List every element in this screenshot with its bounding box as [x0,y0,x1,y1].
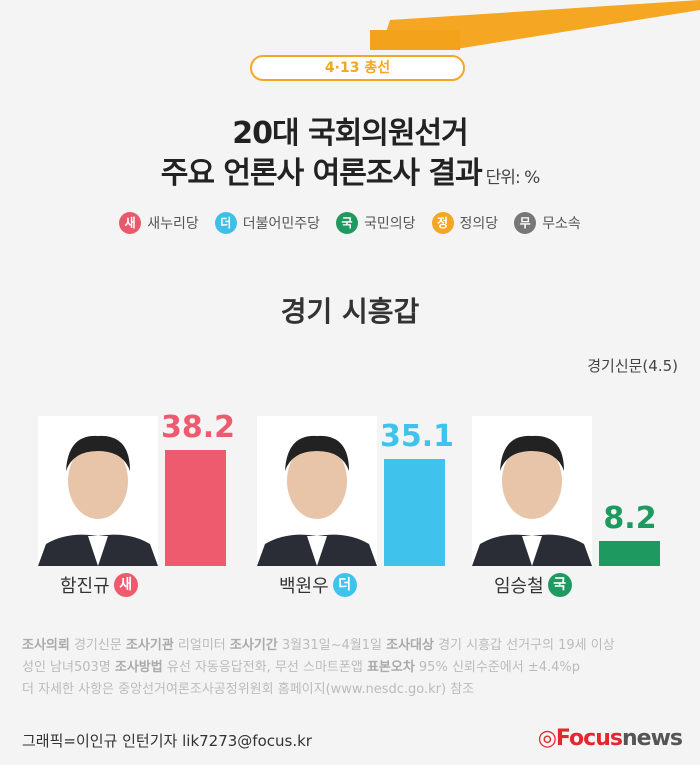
candidate-name: 임승철 국 [494,572,572,598]
title-text: 주요 언론사 여론조사 결과 [160,156,483,191]
notes-line3: 더 자세한 사항은 중앙선거여론조사공정위원회 홈페이지(www.nesdc.g… [22,682,475,697]
note-value: 경기신문 [69,638,126,653]
notes-line2: 성인 남녀503명 조사방법 유선 자동응답전화, 무선 스마트폰앱 표본오차 … [22,657,682,679]
logo-news: news [621,726,683,751]
legend-item: 새 새누리당 [119,212,199,234]
bar [384,459,445,566]
legend-item: 국 국민의당 [336,212,416,234]
graphic-credit: 그래픽=이인규 인턴기자 lik7273@focus.kr [22,732,312,750]
note-key: 조사기관 [125,638,174,653]
ballot-hand-illustration [370,0,700,50]
unit-label: 단위: % [485,168,541,188]
legend-item: 더 더불어민주당 [214,212,320,234]
name-text: 함진규 [60,576,110,597]
note-key: 조사기간 [229,638,278,653]
party-badge-icon: 국 [336,212,358,234]
data-label: 8.2 [603,501,657,537]
data-label: 35.1 [380,419,455,455]
note-value: 리얼미터 [173,638,230,653]
survey-notes: 조사의뢰 경기신문 조사기관 리얼미터 조사기간 3월31일~4월1일 조사대상… [22,635,682,701]
candidate-photo [257,416,377,566]
region-title: 경기 시흥갑 [280,295,420,328]
legend-label: 더불어민주당 [242,216,320,232]
legend: 새 새누리당 더 더불어민주당 국 국민의당 정 정의당 무 무소속 [0,212,700,234]
note-key: 조사방법 [114,660,163,675]
logo-focus: Focus [555,726,623,751]
note-value: 3월31일~4월1일 [277,638,387,653]
name-text: 백원우 [279,576,329,597]
legend-label: 국민의당 [364,216,416,232]
party-badge-icon: 정 [431,212,454,234]
party-badge-icon: 새 [113,573,138,597]
title-line2: 주요 언론사 여론조사 결과 단위: % [0,148,700,192]
note-value: 유선 자동응답전화, 무선 스마트폰앱 [162,660,367,675]
party-badge-icon: 더 [214,212,237,234]
note-value: 경기 시흥갑 선거구의 19세 이상 [433,638,615,653]
candidate-name: 함진규 새 [60,572,138,598]
legend-item: 정 정의당 [431,212,499,234]
name-text: 임승철 [494,576,544,597]
party-badge-icon: 무 [514,212,537,234]
notes-line1: 조사의뢰 경기신문 조사기관 리얼미터 조사기간 3월31일~4월1일 조사대상… [22,635,682,657]
legend-item: 무 무소속 [514,212,581,234]
title-line1: 20대 국회의원선거 [232,116,468,151]
legend-label: 무소속 [542,216,581,232]
candidate-name: 백원우 더 [279,572,357,598]
election-tag: 4·13 총선 [250,55,465,81]
legend-label: 정의당 [459,216,499,232]
legend-label: 새누리당 [147,216,199,232]
party-badge-icon: 더 [332,573,357,597]
note-key: 조사의뢰 [22,638,70,653]
data-label: 38.2 [161,409,236,445]
party-badge-icon: 새 [119,212,142,234]
party-badge-icon: 국 [547,573,572,597]
bar [599,541,660,566]
bar [165,449,226,566]
candidate-photo [472,416,592,566]
candidate-photo [38,416,158,566]
poll-source: 경기신문(4.5) [587,357,678,375]
note-value: 95% 신뢰수준에서 ±4.4%p [414,660,581,675]
note-key: 표본오차 [366,660,415,675]
note-value: 성인 남녀503명 [22,660,115,675]
note-key: 조사대상 [386,638,434,653]
focusnews-logo: ◎Focusnews [537,726,683,751]
